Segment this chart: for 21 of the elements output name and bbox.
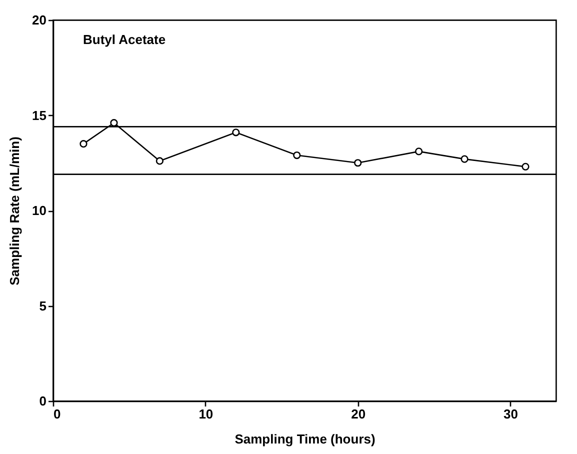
annotation: Butyl Acetate [83, 32, 166, 47]
x-axis-title: Sampling Time (hours) [234, 432, 376, 446]
x-tick-label: 20 [351, 406, 366, 422]
point [415, 148, 423, 156]
point [460, 155, 468, 163]
point [232, 128, 240, 136]
y-tick-label: 5 [39, 298, 46, 314]
x-tick-label: 0 [54, 406, 61, 422]
point [354, 159, 362, 167]
y-tick-label: 10 [32, 203, 46, 218]
y-tick-label: 0 [39, 394, 46, 408]
point [80, 140, 88, 148]
y-tick-label: 20 [32, 12, 46, 28]
point [293, 151, 301, 160]
point [110, 119, 118, 127]
y-axis-title: Sampling Rate (mL/min) [7, 136, 22, 286]
y-tick-label: 15 [32, 108, 46, 123]
point [522, 162, 530, 170]
x-tick-label: 30 [504, 406, 518, 422]
x-tick-label: 10 [198, 406, 214, 422]
point [156, 157, 164, 165]
